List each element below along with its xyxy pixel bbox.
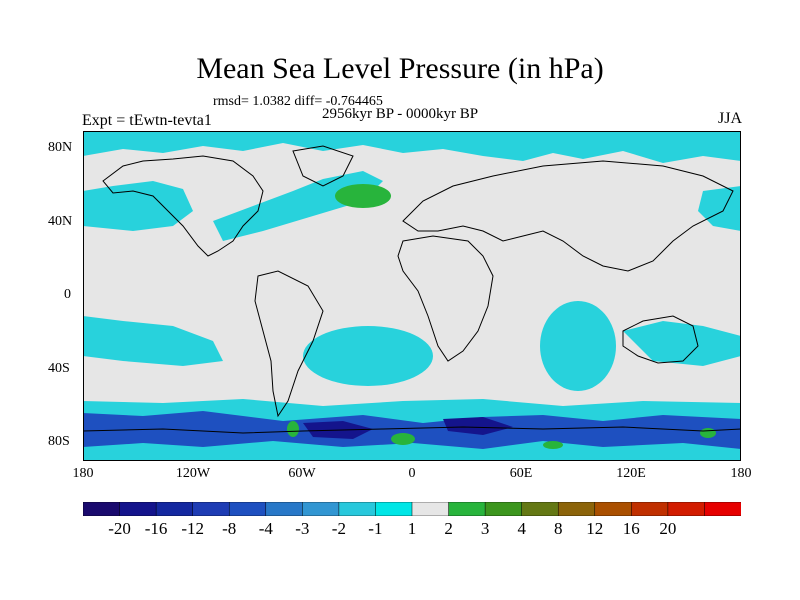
colorbar-swatch-6 (302, 502, 340, 516)
anomaly-region-indian-ocean (540, 301, 616, 391)
anomaly-spot-green-4 (700, 428, 716, 438)
colorbar-label: -16 (144, 519, 168, 538)
anomaly-region-north-pacific (83, 181, 193, 231)
colorbar-label: -2 (331, 519, 346, 538)
colorbar-swatch-11 (484, 502, 523, 516)
lon-label-120e: 120E (616, 466, 646, 481)
colorbar (83, 502, 741, 516)
anomaly-region-atlantic-green (335, 184, 391, 208)
colorbar-label: 1 (407, 519, 417, 538)
lat-label-40n: 40N (48, 214, 73, 229)
outline-australia (622, 315, 699, 364)
lon-label-0: 0 (408, 466, 416, 481)
colorbar-label: 20 (659, 519, 677, 538)
coastlines (83, 145, 741, 434)
colorbar-swatch-4 (228, 502, 267, 516)
colorbar-swatch-17 (704, 502, 741, 516)
stats-text: rmsd= 1.0382 diff= -0.764465 (213, 94, 383, 109)
anomaly-region-antarctic-dark-2 (443, 417, 513, 435)
colorbar-label: -8 (222, 519, 237, 538)
season-label: JJA (717, 110, 742, 127)
outline-north-america (102, 155, 264, 257)
colorbar-label: -3 (295, 519, 310, 538)
anomaly-spot-green-1 (287, 421, 299, 437)
lat-label-80n: 80N (48, 140, 73, 155)
colorbar-swatch-0 (83, 502, 121, 516)
lon-label-180w: 180 (72, 466, 94, 481)
colorbar-swatch-14 (594, 502, 633, 516)
colorbar-label: -4 (258, 519, 273, 538)
outline-greenland (292, 145, 354, 187)
lon-label-60w: 60W (288, 466, 316, 481)
colorbar-swatch-3 (192, 502, 230, 516)
colorbar-label: 12 (586, 519, 604, 538)
colorbar-swatch-10 (448, 502, 486, 516)
colorbar-swatch-8 (375, 502, 413, 516)
lon-label-120w: 120W (175, 466, 211, 481)
colorbar-label: -1 (368, 519, 383, 538)
map-frame (83, 131, 741, 461)
lon-label-180e: 180 (730, 466, 752, 481)
colorbar-swatch-2 (155, 502, 194, 516)
anomaly-spot-green-3 (543, 441, 563, 449)
colorbar-label: 4 (517, 519, 526, 538)
anomaly-region-south-pacific (83, 316, 223, 366)
colorbar-swatch-13 (557, 502, 596, 516)
anomaly-region-arctic (83, 131, 741, 163)
colorbar-label: -12 (181, 519, 205, 538)
colorbar-label: 8 (553, 519, 563, 538)
colorbar-label: 3 (480, 519, 490, 538)
outline-south-america (254, 270, 324, 418)
pressure-map (83, 131, 741, 461)
colorbar-swatch-12 (521, 502, 559, 516)
anomaly-spot-green-2 (391, 433, 415, 445)
colorbar-swatch-1 (119, 502, 157, 516)
colorbar-label: 16 (622, 519, 640, 538)
experiment-label: Expt = tEwtn-tevta1 (82, 112, 212, 129)
colorbar-swatch-7 (338, 502, 377, 516)
period-text: 2956kyr BP - 0000kyr BP (322, 106, 479, 122)
lat-label-0: 0 (64, 287, 71, 302)
colorbar-label: -20 (108, 519, 131, 538)
lat-label-80s: 80S (48, 434, 70, 449)
anomaly-region-north-atlantic (213, 171, 383, 241)
anomaly-region-antarctic-blue (83, 411, 741, 449)
map-title: Mean Sea Level Pressure (in hPa) (196, 52, 604, 85)
colorbar-swatch-9 (411, 502, 450, 516)
lat-label-40s: 40S (48, 361, 70, 376)
colorbar-swatch-16 (667, 502, 706, 516)
anomaly-region-tasman (623, 321, 741, 366)
colorbar-swatch-5 (265, 502, 304, 516)
outline-africa (397, 235, 494, 362)
lon-label-60e: 60E (509, 466, 533, 481)
anomaly-region-south-atlantic (303, 326, 433, 386)
colorbar-swatch-15 (631, 502, 669, 516)
outline-antarctica (83, 426, 741, 434)
colorbar-label: 2 (444, 519, 453, 538)
outline-eurasia (402, 160, 734, 272)
